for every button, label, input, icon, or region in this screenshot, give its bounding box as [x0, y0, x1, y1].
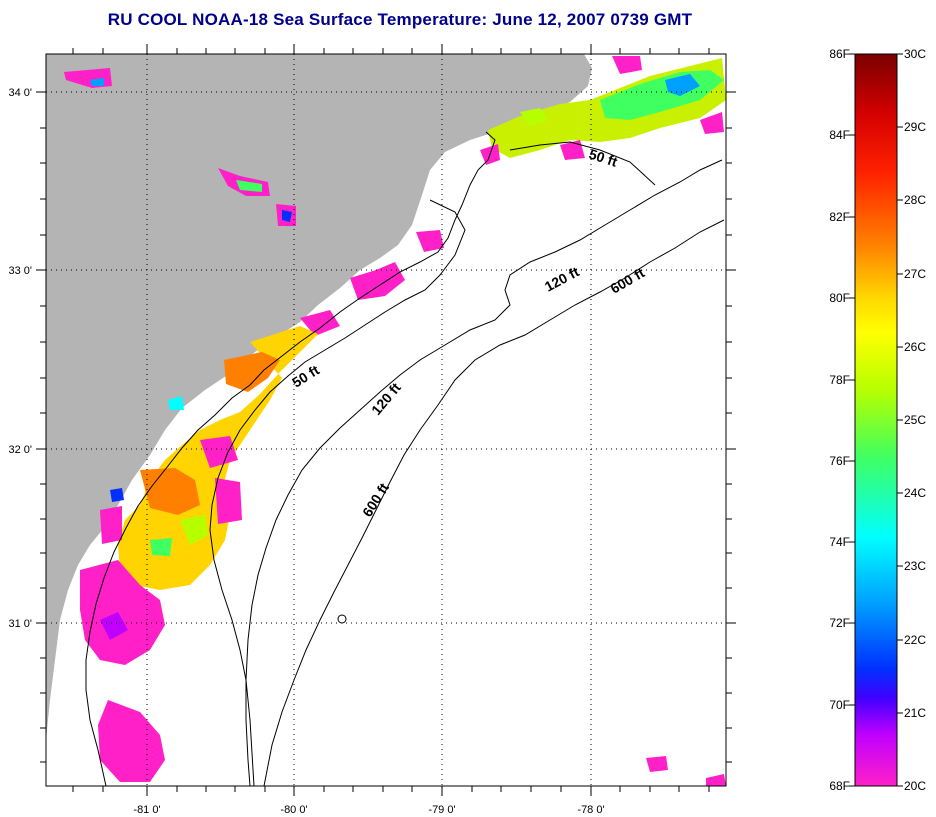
colorbar-c-label: 20C: [904, 779, 926, 793]
lon-label: -81 0': [133, 804, 160, 816]
lon-label: -78 0': [577, 804, 604, 816]
lon-label: -79 0': [428, 804, 455, 816]
colorbar-f-label: 68F: [829, 779, 850, 793]
frame-ticks: [36, 44, 736, 796]
land-mass: [46, 54, 592, 740]
colorbar-f-label: 80F: [829, 291, 850, 305]
lat-label: 33 0': [8, 265, 32, 277]
lat-label: 31 0': [8, 618, 32, 630]
map-frame: [45, 53, 727, 787]
colorbar-c-label: 26C: [904, 340, 926, 354]
colorbar-c-label: 27C: [904, 267, 926, 281]
colorbar-f-label: 78F: [829, 373, 850, 387]
colorbar-f-label: 86F: [829, 47, 850, 61]
colorbar-c-label: 25C: [904, 413, 926, 427]
contour-120ft: [245, 159, 723, 786]
colorbar-f-label: 70F: [829, 698, 850, 712]
colorbar-c-label: 30C: [904, 47, 926, 61]
colorbar-f-label: 72F: [829, 616, 850, 630]
colorbar-f-label: 84F: [829, 128, 850, 142]
colorbar-f-label: 76F: [829, 454, 850, 468]
colorbar-c-label: 24C: [904, 486, 926, 500]
graticule: [46, 54, 726, 786]
map-title: RU COOL NOAA-18 Sea Surface Temperature:…: [107, 10, 693, 29]
colorbar-c-label: 28C: [904, 193, 926, 207]
lat-label: 32 0': [8, 444, 32, 456]
colorbar-c-label: 23C: [904, 559, 926, 573]
lon-label: -80 0': [280, 804, 307, 816]
colorbar-f-label: 82F: [829, 210, 850, 224]
colorbar: [854, 53, 898, 787]
contour-50ft: [209, 141, 656, 786]
colorbar-ticks: [849, 53, 903, 787]
lat-label: 34 0': [8, 87, 32, 99]
contour-600ft: [263, 219, 725, 786]
colorbar-c-label: 22C: [904, 633, 926, 647]
colorbar-c-label: 29C: [904, 120, 926, 134]
colorbar-f-label: 74F: [829, 535, 850, 549]
coastline: [85, 131, 496, 786]
sst-patches: [64, 56, 726, 786]
colorbar-c-label: 21C: [904, 706, 926, 720]
